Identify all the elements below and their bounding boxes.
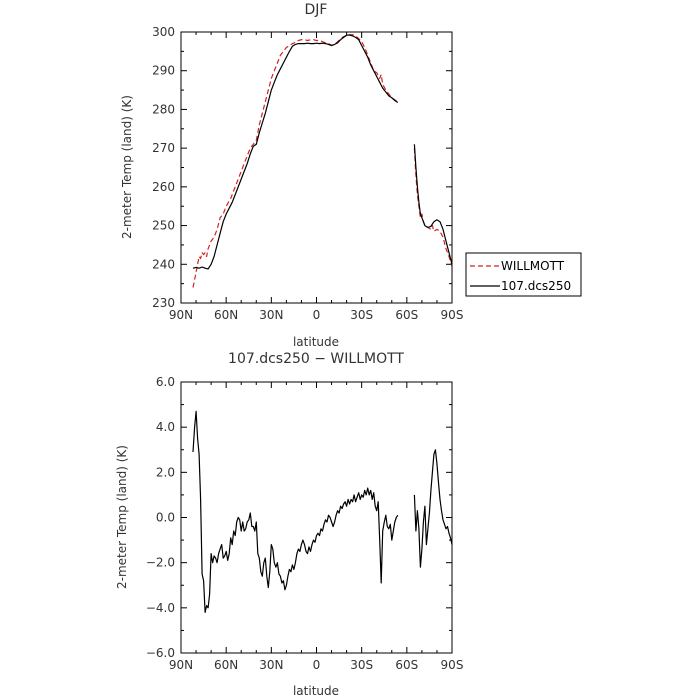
bottom-ytick-label: 0.0 [156, 511, 175, 525]
top-ytick-label: 230 [152, 296, 175, 310]
top-xtick-label: 30N [259, 308, 283, 322]
top-ytick-label: 270 [152, 141, 175, 155]
legend-label-willmott: WILLMOTT [501, 259, 565, 273]
bottom-xtick-label: 60S [395, 658, 418, 672]
top-chart-ticks: 90N 60N 30N 0 30S 60S 90S 230 240 250 260 270 280 290… [152, 25, 463, 322]
bottom-chart-panel: 107.dcs250 − WILLMOTT 90N 60N 30N 0 30S 60S 90… [115, 351, 463, 698]
top-ytick-label: 250 [152, 219, 175, 233]
top-ytick-label: 280 [152, 102, 175, 116]
bottom-xtick-label: 30N [259, 658, 283, 672]
top-chart-frame [180, 31, 453, 304]
top-ytick-label: 240 [152, 257, 175, 271]
top-chart-xlabel: latitude [293, 335, 339, 349]
bottom-series-difference-line [192, 410, 399, 614]
top-xtick-label: 90S [441, 308, 464, 322]
bottom-ytick-label: 2.0 [156, 465, 175, 479]
bottom-ytick-label: −2.0 [146, 556, 175, 570]
bottom-ytick-label: 6.0 [156, 375, 175, 389]
bottom-chart-ylabel: 2-meter Temp (land) (K) [115, 445, 129, 589]
top-chart-series [192, 34, 453, 288]
bottom-xtick-label: 60N [214, 658, 238, 672]
top-xtick-label: 30S [350, 308, 373, 322]
bottom-xtick-label: 30S [350, 658, 373, 672]
top-xtick-label: 90N [169, 308, 193, 322]
legend-box [465, 252, 582, 297]
bottom-series-difference-line [413, 449, 453, 568]
top-series-107-dcs250-line [192, 34, 399, 270]
top-chart-title: DJF [305, 2, 328, 18]
bottom-ytick-label: −4.0 [146, 601, 175, 615]
top-chart-panel: DJF 90N 60N 30N 0 30S 60S 90S 230 240 250 260 270 28… [120, 2, 582, 349]
top-series-107-dcs250-line [413, 144, 453, 265]
top-ytick-label: 300 [152, 25, 175, 39]
bottom-chart-xlabel: latitude [293, 684, 339, 698]
top-ytick-label: 290 [152, 64, 175, 78]
bottom-chart-frame [180, 381, 453, 654]
bottom-ytick-label: 4.0 [156, 420, 175, 434]
legend-label-model: 107.dcs250 [501, 279, 571, 293]
bottom-xtick-label: 90N [169, 658, 193, 672]
top-ytick-label: 260 [152, 180, 175, 194]
top-xtick-label: 60S [395, 308, 418, 322]
top-xtick-label: 0 [313, 308, 321, 322]
top-chart-ylabel: 2-meter Temp (land) (K) [120, 95, 134, 239]
top-series-willmott-line [192, 34, 399, 288]
bottom-xtick-label: 90S [441, 658, 464, 672]
bottom-ytick-label: −6.0 [146, 646, 175, 660]
bottom-xtick-label: 0 [313, 658, 321, 672]
bottom-chart-series [192, 410, 453, 614]
bottom-chart-title: 107.dcs250 − WILLMOTT [228, 351, 404, 367]
top-xtick-label: 60N [214, 308, 238, 322]
top-chart-legend: WILLMOTT 107.dcs250 [465, 252, 582, 297]
